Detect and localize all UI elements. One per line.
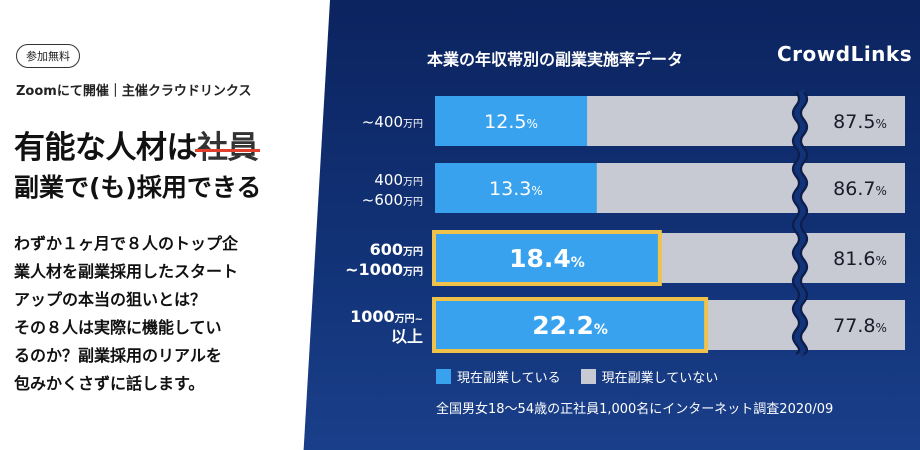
description-line: 業人材を副業採用したスタート — [14, 262, 239, 281]
chart-legend: 現在副業している 現在副業していない — [436, 367, 718, 386]
description-line: わずか１ヶ月で８人のトップ企 — [14, 234, 239, 253]
value-label-not-doing: 86.7% — [833, 178, 887, 200]
headline-struck-word: 社員 — [197, 130, 259, 166]
host-line: Zoomにて開催｜主催クラウドリンクス — [16, 84, 252, 99]
category-label-line-1: 1000万円~ — [350, 307, 423, 326]
description-line: るのか？副業採用のリアルを — [14, 346, 222, 365]
legend-label-not-doing: 現在副業していない — [601, 371, 719, 386]
promo-panel: 参加無料 Zoomにて開催｜主催クラウドリンクス 有能な人材は社員 副業で(も)… — [0, 0, 330, 450]
headline-prefix: 有能な人材は — [14, 130, 198, 166]
description-line: アップの本当の狙いとは？ — [14, 290, 207, 309]
category-label: ~400万円 — [362, 113, 423, 131]
free-badge: 参加無料 — [16, 44, 80, 68]
description-line: 包みかくさずに話します。 — [14, 374, 205, 393]
axis-break-gap — [792, 89, 808, 359]
bar-doing — [435, 300, 706, 350]
description-line: その８人は実際に機能してい — [14, 318, 222, 337]
description-text: わずか１ヶ月で８人のトップ企 業人材を副業採用したスタート アップの本当の狙いと… — [14, 230, 310, 398]
headline-line-2: 副業で(も)採用できる — [14, 173, 262, 202]
axis-break-line-left — [791, 91, 801, 355]
category-label-line-2: 以上 — [391, 327, 423, 346]
chart-title: 本業の年収帯別の副業実施率データ — [427, 50, 684, 69]
brand-logo: CrowdLinks — [777, 42, 913, 66]
value-label-not-doing: 87.5% — [833, 111, 887, 133]
category-label-line-2: ~1000万円 — [345, 260, 423, 279]
bar-doing — [435, 233, 659, 283]
category-label-line-1: 600万円 — [370, 240, 423, 259]
value-label-doing: 13.3% — [489, 178, 543, 200]
legend-swatch-not-doing — [580, 369, 596, 384]
category-label-line-2: ~600万円 — [362, 191, 423, 209]
bar-doing — [435, 163, 597, 213]
value-label-not-doing: 81.6% — [833, 248, 887, 270]
bar-doing — [435, 96, 588, 146]
value-label-not-doing: 77.8% — [833, 315, 887, 337]
bar-highlight-frame — [432, 297, 709, 353]
survey-footnote: 全国男女18〜54歳の正社員1,000名にインターネット調査2020/09 — [436, 402, 834, 417]
category-label-line-1: 400万円 — [374, 171, 423, 189]
bar-highlight-frame — [432, 230, 662, 286]
axis-break-line-right — [799, 91, 809, 355]
legend-swatch-doing — [436, 369, 451, 384]
value-label-doing: 12.5% — [484, 111, 538, 133]
legend-label-doing: 現在副業している — [457, 371, 561, 386]
headline-line-1: 有能な人材は社員 — [14, 122, 259, 167]
